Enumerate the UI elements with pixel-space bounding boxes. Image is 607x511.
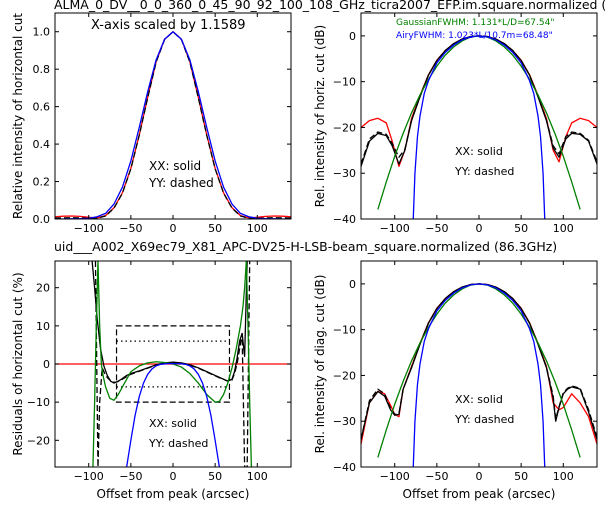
legend-entry: AiryFWHM: 1.023*L/10.7m=68.48" <box>396 31 553 41</box>
y-axis-label: Residuals of horizontal cut (%) <box>11 272 25 455</box>
y-tick-label: −10 <box>333 324 356 337</box>
annotation: YY: dashed <box>148 437 208 450</box>
chart-top-right: −100 −50 0 50 100 0 −10 −20 −30 −40 Rel. intensity… <box>313 12 598 235</box>
series-line-4 <box>125 362 221 467</box>
x-tick-label: 0 <box>476 470 483 483</box>
y-tick-label: 1.0 <box>33 26 51 39</box>
y-axis-label: Rel. intensity of horiz. cut (dB) <box>313 25 327 207</box>
x-tick-label: 0 <box>170 222 177 235</box>
y-tick-label: 0.0 <box>33 213 51 226</box>
x-tick-label: −100 <box>74 470 104 483</box>
y-tick-label: −20 <box>333 121 356 134</box>
x-tick-label: 50 <box>208 470 222 483</box>
x-tick-label: 0 <box>170 470 177 483</box>
rect-0 <box>115 325 231 403</box>
y-tick-label: −30 <box>333 415 356 428</box>
annotation: YY: dashed <box>454 165 514 178</box>
x-axis-label: Offset from peak (arcsec) <box>403 487 556 501</box>
y-tick-label: 20 <box>36 282 50 295</box>
y-tick-label: 0.8 <box>33 63 51 76</box>
x-tick-label: 100 <box>553 222 574 235</box>
x-tick-label: −100 <box>74 222 104 235</box>
y-tick-label: 0.2 <box>33 176 51 189</box>
x-tick-label: 50 <box>208 222 222 235</box>
x-tick-label: −100 <box>380 470 410 483</box>
series-line-2 <box>55 31 291 219</box>
y-tick-label: −40 <box>333 461 356 474</box>
annotation: XX: solid <box>149 159 201 173</box>
legend-entry: GaussianFWHM: 1.131*L/D=67.54" <box>396 18 554 28</box>
y-axis-label: Relative intensity of horizontal cut <box>11 13 25 219</box>
annotation: X-axis scaled by 1.1589 <box>91 18 246 33</box>
plot-area <box>55 13 291 219</box>
y-tick-label: 0 <box>43 358 50 371</box>
x-tick-label: 50 <box>514 470 528 483</box>
y-tick-label: 10 <box>36 320 50 333</box>
x-tick-label: −50 <box>119 222 142 235</box>
x-tick-label: −100 <box>380 222 410 235</box>
chart-top-left: −100 −50 0 50 100 0.0 0.2 0.4 0.6 0.8 1.0 Relative … <box>11 12 292 235</box>
x-tick-label: 0 <box>476 222 483 235</box>
annotation: YY: dashed <box>454 413 514 426</box>
y-tick-label: 0.4 <box>33 138 51 151</box>
chart-panels: −100 −50 0 50 1000.00.20.40.60.81.0Relative … <box>11 12 598 501</box>
series-line-4 <box>412 35 546 219</box>
x-tick-label: 100 <box>247 222 268 235</box>
y-axis-label: Rel. intensity of diag. cut (dB) <box>313 275 327 454</box>
x-tick-label: −50 <box>425 470 448 483</box>
x-axis-label: Offset from peak (arcsec) <box>97 487 250 501</box>
x-tick-label: 100 <box>553 470 574 483</box>
annotation: XX: solid <box>455 393 503 406</box>
y-tick-label: −30 <box>333 167 356 180</box>
x-tick-label: −50 <box>425 222 448 235</box>
y-tick-label: −10 <box>27 396 50 409</box>
figure-mid-title: uid___A002_X69ec79_X81_APC-DV25-H-LSB-be… <box>54 239 557 254</box>
x-tick-label: 50 <box>514 222 528 235</box>
y-tick-label: −40 <box>333 213 356 226</box>
annotation: YY: dashed <box>148 176 214 190</box>
series-line-4 <box>412 283 546 467</box>
plot-area <box>361 13 597 219</box>
annotation: XX: solid <box>455 145 503 158</box>
annotation: XX: solid <box>149 417 197 430</box>
y-tick-label: −20 <box>333 369 356 382</box>
y-tick-label: 0 <box>349 278 356 291</box>
y-tick-label: −10 <box>333 76 356 89</box>
series-line-2 <box>94 261 251 467</box>
y-tick-label: −20 <box>27 434 50 447</box>
figure-top-title: ALMA_0_DV__0_0_360_0_45_90_92_100_108_GH… <box>54 0 606 12</box>
x-tick-label: −50 <box>119 470 142 483</box>
series-line-1 <box>55 31 291 219</box>
plot-area <box>361 261 597 467</box>
y-tick-label: 0 <box>349 30 356 43</box>
x-tick-label: 100 <box>247 470 268 483</box>
chart-bottom-right: −100 −50 0 50 100 0 −10 −20 −30 −40 Rel. intensity… <box>313 260 598 501</box>
y-tick-label: 0.6 <box>33 101 51 114</box>
